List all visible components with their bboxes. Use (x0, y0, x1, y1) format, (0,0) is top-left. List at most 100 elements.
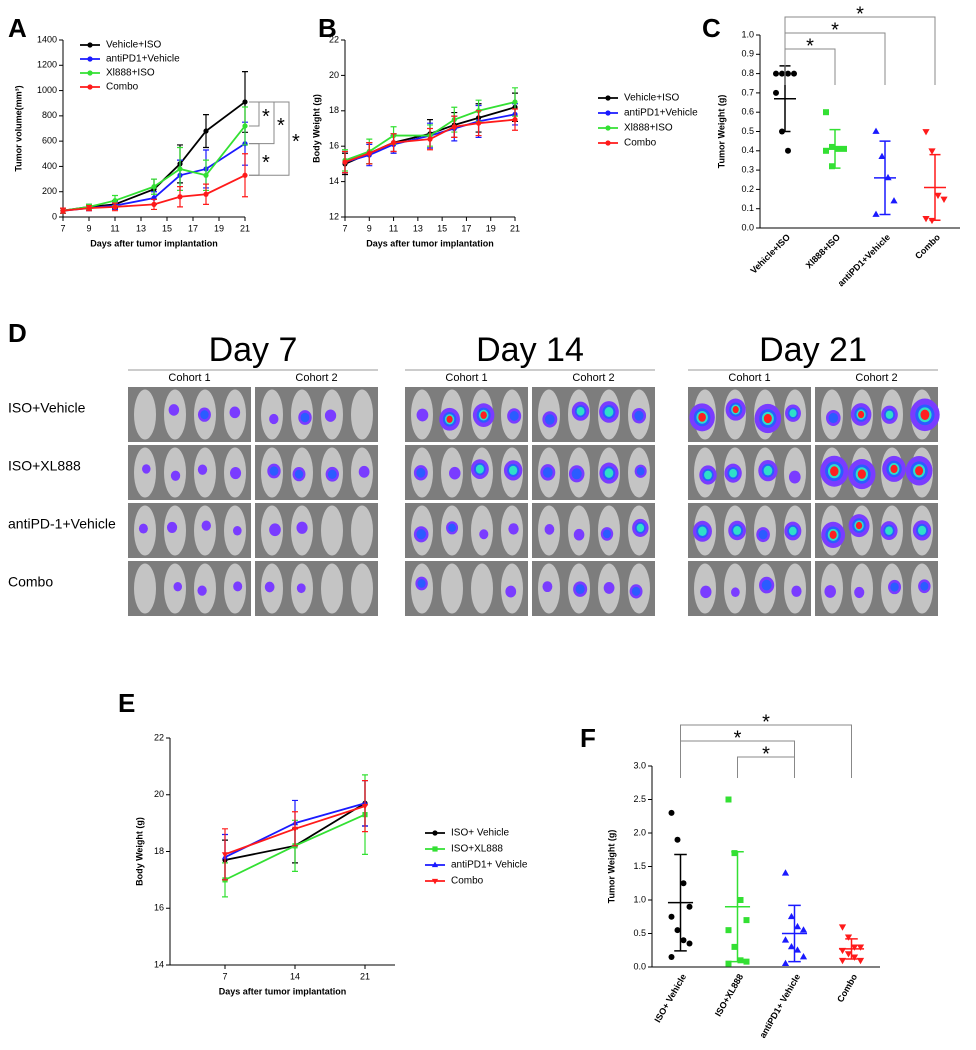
x-tick-label: 7 (222, 971, 227, 981)
y-tick-label: 20 (329, 70, 339, 80)
data-point (878, 152, 886, 159)
data-point (390, 140, 397, 146)
y-axis-label: Tumor volume(mm³) (13, 85, 23, 171)
data-point (850, 954, 859, 961)
signal (269, 413, 279, 425)
data-point (773, 70, 779, 77)
data-point (779, 70, 785, 77)
y-tick-label: 0.7 (741, 87, 754, 97)
signal (636, 467, 645, 476)
signal (142, 464, 151, 474)
data-point (725, 960, 732, 967)
significance-label: * (806, 35, 814, 57)
significance-label: * (734, 727, 742, 749)
data-point (366, 150, 372, 156)
data-point (856, 957, 865, 965)
cohort-label: Cohort 1 (168, 372, 210, 384)
signal (890, 582, 899, 592)
data-point (799, 926, 808, 933)
signal (542, 581, 553, 593)
data-point (60, 208, 66, 214)
x-tick-label: Combo (835, 972, 859, 1004)
data-point (731, 850, 738, 857)
mouse (471, 563, 493, 614)
data-point (674, 927, 681, 934)
signal (636, 523, 645, 533)
row-label: ISO+Vehicle (8, 400, 86, 416)
y-tick-label: 1200 (37, 60, 57, 70)
x-tick-label: 21 (360, 971, 370, 981)
data-point (890, 197, 898, 204)
x-tick-label: 15 (437, 223, 447, 233)
signal (824, 585, 836, 598)
sd-bar (788, 904, 801, 963)
signal (201, 520, 211, 531)
legend-marker (432, 846, 438, 852)
panel-label: A (8, 13, 27, 43)
data-point (785, 147, 791, 154)
data-point (361, 804, 369, 810)
legend-marker (605, 95, 611, 101)
data-point (781, 869, 790, 876)
signal (855, 521, 863, 530)
signal (788, 526, 797, 536)
mouse (351, 389, 373, 440)
signal (417, 579, 426, 588)
signal (698, 526, 707, 537)
signal (508, 523, 519, 535)
day-title: Day 21 (759, 331, 867, 369)
cohort-label: Cohort 1 (728, 372, 770, 384)
signal (197, 585, 207, 596)
signal (763, 465, 773, 476)
y-axis-label: Body Weight (g) (134, 817, 144, 886)
y-tick-label: 1000 (37, 85, 57, 95)
mouse (351, 563, 373, 614)
signal (416, 529, 426, 540)
y-axis-label: Tumor Weight (g) (606, 830, 616, 904)
significance-label: * (762, 743, 770, 765)
mouse (441, 563, 463, 614)
y-axis-label: Body Weight (g) (311, 94, 321, 163)
y-tick-label: 16 (154, 903, 164, 913)
signal (789, 409, 797, 418)
significance-bracket (249, 101, 290, 176)
data-point (151, 184, 157, 190)
legend-label: Combo (106, 82, 139, 93)
x-tick-label: 9 (367, 223, 372, 233)
x-tick-label: 19 (214, 223, 224, 233)
signal (327, 469, 337, 479)
legend-label: Combo (451, 876, 484, 887)
panel-label: E (118, 688, 135, 718)
signal (296, 521, 308, 534)
data-point (342, 159, 348, 165)
sd-bar (731, 851, 744, 963)
data-point (203, 191, 209, 197)
data-point (940, 196, 948, 203)
signal (761, 579, 772, 591)
signal (479, 529, 489, 540)
signal (200, 410, 209, 420)
y-tick-label: 0.8 (741, 68, 754, 78)
data-point (686, 940, 693, 947)
signal (733, 526, 742, 535)
data-point (793, 946, 802, 953)
y-tick-label: 600 (42, 136, 57, 146)
data-point (829, 163, 835, 170)
signal (631, 586, 641, 596)
y-tick-label: 14 (154, 959, 164, 969)
legend-label: Xl888+ISO (106, 68, 155, 79)
data-point (781, 936, 790, 943)
signal (698, 412, 706, 422)
signal (509, 411, 519, 421)
data-point (787, 912, 796, 920)
y-tick-label: 1.0 (633, 894, 646, 904)
legend-marker (605, 140, 611, 146)
data-point (475, 120, 482, 126)
data-point (112, 197, 118, 204)
mouse (134, 563, 156, 614)
data-point (850, 944, 859, 951)
legend-label: antiPD1+ Vehicle (451, 860, 528, 871)
cohort-label: Cohort 2 (572, 372, 614, 384)
signal (763, 413, 772, 424)
